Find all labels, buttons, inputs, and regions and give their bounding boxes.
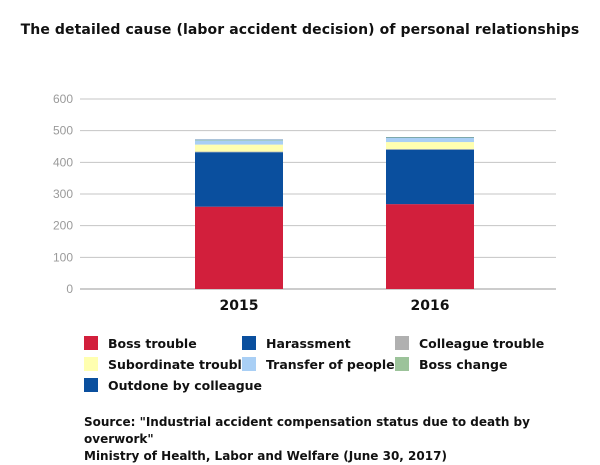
legend-label: Subordinate trouble xyxy=(108,357,250,372)
y-tick-label: 200 xyxy=(53,219,73,233)
y-tick-label: 400 xyxy=(53,155,73,169)
legend-item: Boss trouble xyxy=(84,335,197,351)
y-tick-label: 0 xyxy=(66,282,73,296)
legend-swatch xyxy=(84,336,98,350)
y-tick-label: 500 xyxy=(53,124,73,138)
legend-label: Boss change xyxy=(419,357,507,372)
legend-item: Subordinate trouble xyxy=(84,356,250,372)
legend-label: Outdone by colleague xyxy=(108,378,262,393)
legend-item: Colleague trouble xyxy=(395,335,544,351)
legend-label: Transfer of people xyxy=(266,357,395,372)
bar-segment xyxy=(386,142,474,149)
legend-label: Boss trouble xyxy=(108,336,197,351)
y-tick-label: 100 xyxy=(53,250,73,264)
source-line-1: Source: "Industrial accident compensatio… xyxy=(84,414,600,448)
bar-segment xyxy=(386,204,474,289)
bar-segment xyxy=(195,140,283,141)
legend-swatch xyxy=(242,336,256,350)
legend-swatch xyxy=(84,378,98,392)
bar-segment xyxy=(386,138,474,142)
bar-segment xyxy=(195,152,283,206)
legend-swatch xyxy=(84,357,98,371)
legend-item: Transfer of people xyxy=(242,356,395,372)
legend-label: Harassment xyxy=(266,336,351,351)
bar-segment xyxy=(195,145,283,152)
x-tick-label: 2016 xyxy=(411,298,450,314)
legend-item: Harassment xyxy=(242,335,351,351)
legend-label: Colleague trouble xyxy=(419,336,544,351)
bar-segment xyxy=(386,137,474,138)
legend-swatch xyxy=(395,357,409,371)
x-tick-label: 2015 xyxy=(220,298,259,314)
legend-item: Outdone by colleague xyxy=(84,377,262,393)
y-tick-label: 300 xyxy=(53,187,73,201)
bar-segment xyxy=(386,149,474,150)
stacked-bar-chart: 0 100 200 300 400 500 600 2015 2016 xyxy=(0,0,600,330)
bar-segment xyxy=(386,150,474,204)
legend-swatch xyxy=(395,336,409,350)
legend-swatch xyxy=(242,357,256,371)
source-line-2: Ministry of Health, Labor and Welfare (J… xyxy=(84,448,600,465)
legend-item: Boss change xyxy=(395,356,507,372)
bar-segment xyxy=(195,140,283,144)
source-note: Source: "Industrial accident compensatio… xyxy=(84,414,600,465)
y-tick-label: 600 xyxy=(53,92,73,106)
bar-segment xyxy=(195,207,283,289)
bar-segment xyxy=(195,152,283,153)
